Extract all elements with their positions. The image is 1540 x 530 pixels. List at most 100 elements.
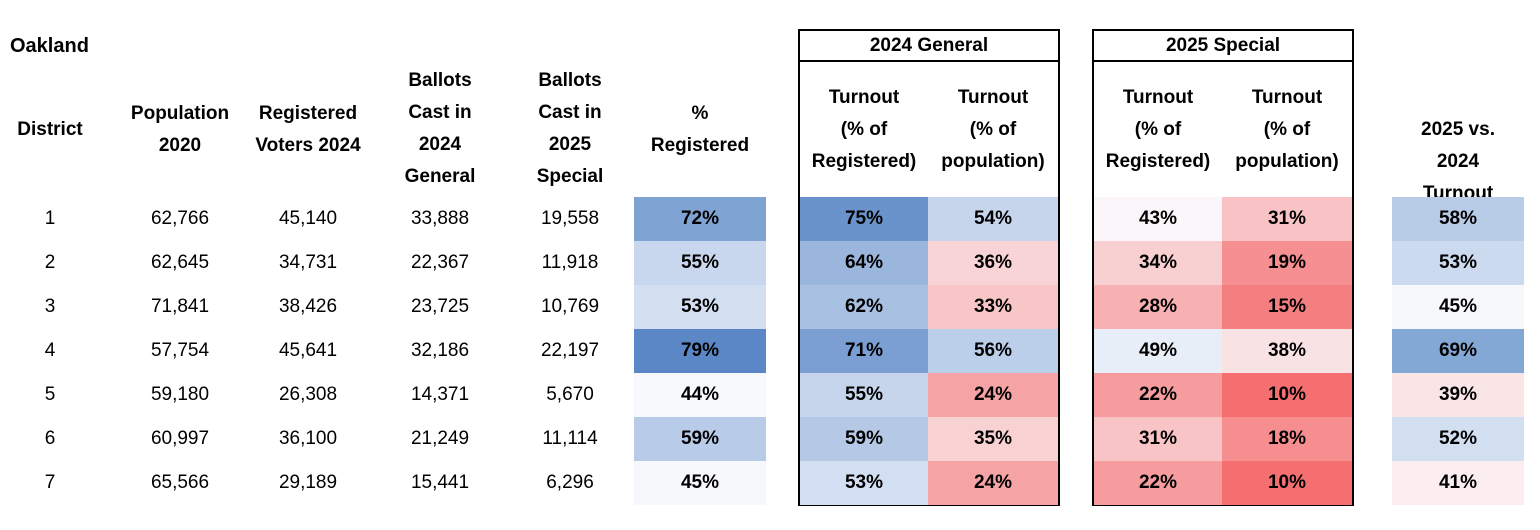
cell-g-pop: 24% — [928, 461, 1058, 505]
city-title: Oakland — [10, 35, 89, 57]
cell-g-pop: 24% — [928, 373, 1058, 417]
header-district: District — [17, 119, 83, 140]
cell-registered: 29,189 — [278, 472, 338, 493]
cell-registered: 36,100 — [278, 428, 338, 449]
cell-s-pop: 10% — [1222, 373, 1352, 417]
cell-s-pop: 31% — [1222, 197, 1352, 241]
cell-district: 6 — [44, 428, 56, 449]
header-ballots-2025-line2: Cast in — [538, 102, 602, 123]
cell-pct-registered: 79% — [634, 329, 766, 373]
cell-pct-registered: 72% — [634, 197, 766, 241]
cell-vs: 53% — [1392, 241, 1524, 285]
cell-s-reg: 31% — [1094, 417, 1222, 461]
cell-district: 1 — [44, 208, 56, 229]
header-population: Population 2020 — [120, 98, 240, 162]
cell-ballots2025: 22,197 — [540, 340, 600, 361]
header-ballots-2025-line3: 2025 — [548, 134, 592, 155]
header-general-turnout-population-line3: population) — [941, 151, 1045, 172]
cell-s-reg: 43% — [1094, 197, 1222, 241]
header-ballots-2025: Ballots Cast in 2025 Special — [520, 65, 620, 193]
cell-s-reg: 49% — [1094, 329, 1222, 373]
cell-s-reg: 28% — [1094, 285, 1222, 329]
cell-g-reg: 64% — [800, 241, 928, 285]
cell-ballots2024: 22,367 — [410, 252, 470, 273]
header-general-turnout-population-line1: Turnout — [957, 87, 1029, 108]
header-special-turnout-population: Turnout (% of population) — [1222, 82, 1352, 178]
cell-registered: 26,308 — [278, 384, 338, 405]
cell-ballots2024: 14,371 — [410, 384, 470, 405]
cell-population: 65,566 — [150, 472, 210, 493]
cell-registered: 45,641 — [278, 340, 338, 361]
cell-s-reg: 22% — [1094, 373, 1222, 417]
cell-g-reg: 75% — [800, 197, 928, 241]
cell-vs: 45% — [1392, 285, 1524, 329]
cell-population: 57,754 — [150, 340, 210, 361]
cell-vs: 41% — [1392, 461, 1524, 505]
header-special-turnout-registered: Turnout (% of Registered) — [1094, 82, 1222, 178]
header-general-turnout-population-line2: (% of — [969, 119, 1017, 140]
cell-s-reg: 34% — [1094, 241, 1222, 285]
cell-population: 59,180 — [150, 384, 210, 405]
cell-ballots2024: 32,186 — [410, 340, 470, 361]
header-ballots-2025-line4: Special — [536, 166, 604, 187]
header-2025-vs-2024: 2025 vs. 2024 Turnout — [1392, 114, 1524, 210]
header-special-turnout-registered-line1: Turnout — [1122, 87, 1194, 108]
cell-vs: 39% — [1392, 373, 1524, 417]
header-general-turnout-registered-line2: (% of — [840, 119, 888, 140]
header-special-turnout-population-line1: Turnout — [1251, 87, 1323, 108]
cell-g-pop: 36% — [928, 241, 1058, 285]
header-pct-registered-line2: Registered — [650, 135, 750, 156]
cell-s-reg: 22% — [1094, 461, 1222, 505]
cell-ballots2024: 33,888 — [410, 208, 470, 229]
cell-ballots2024: 23,725 — [410, 296, 470, 317]
special-2025-title: 2025 Special — [1165, 35, 1281, 56]
cell-g-reg: 59% — [800, 417, 928, 461]
cell-vs: 58% — [1392, 197, 1524, 241]
header-general-turnout-population: Turnout (% of population) — [928, 82, 1058, 178]
cell-registered: 38,426 — [278, 296, 338, 317]
cell-district: 7 — [44, 472, 56, 493]
header-special-turnout-population-line3: population) — [1235, 151, 1339, 172]
header-pct-registered: % Registered — [634, 98, 766, 162]
cell-pct-registered: 44% — [634, 373, 766, 417]
cell-pct-registered: 59% — [634, 417, 766, 461]
cell-pct-registered: 45% — [634, 461, 766, 505]
cell-s-pop: 19% — [1222, 241, 1352, 285]
cell-g-reg: 55% — [800, 373, 928, 417]
header-registered: Registered Voters 2024 — [240, 98, 376, 162]
cell-vs: 69% — [1392, 329, 1524, 373]
cell-ballots2025: 6,296 — [546, 472, 594, 493]
cell-population: 71,841 — [150, 296, 210, 317]
header-registered-line1: Registered — [258, 103, 358, 124]
header-ballots-2024-line2: Cast in — [408, 102, 472, 123]
header-special-turnout-registered-line2: (% of — [1134, 119, 1182, 140]
cell-g-pop: 56% — [928, 329, 1058, 373]
cell-ballots2024: 15,441 — [410, 472, 470, 493]
header-ballots-2024: Ballots Cast in 2024 General — [390, 65, 490, 193]
cell-s-pop: 18% — [1222, 417, 1352, 461]
cell-ballots2025: 19,558 — [540, 208, 600, 229]
general-2024-title-divider — [798, 60, 1060, 62]
cell-ballots2025: 5,670 — [546, 384, 594, 405]
header-pct-registered-line1: % — [691, 103, 709, 124]
general-2024-title: 2024 General — [869, 35, 989, 56]
cell-s-pop: 10% — [1222, 461, 1352, 505]
header-general-turnout-registered-line1: Turnout — [828, 87, 900, 108]
cell-registered: 34,731 — [278, 252, 338, 273]
cell-pct-registered: 55% — [634, 241, 766, 285]
cell-g-reg: 71% — [800, 329, 928, 373]
cell-ballots2025: 11,918 — [541, 252, 599, 273]
header-population-line1: Population — [130, 103, 230, 124]
cell-district: 4 — [44, 340, 56, 361]
header-special-turnout-population-line2: (% of — [1263, 119, 1311, 140]
header-special-turnout-registered-line3: Registered) — [1105, 151, 1211, 172]
cell-population: 62,645 — [150, 252, 210, 273]
header-ballots-2025-line1: Ballots — [538, 70, 602, 91]
header-ballots-2024-line3: 2024 — [418, 134, 462, 155]
header-2025-vs-2024-line2: 2024 — [1436, 151, 1480, 172]
header-ballots-2024-line1: Ballots — [408, 70, 472, 91]
cell-ballots2025: 10,769 — [540, 296, 600, 317]
cell-district: 3 — [44, 296, 56, 317]
header-general-turnout-registered-line3: Registered) — [811, 151, 917, 172]
header-population-line2: 2020 — [158, 135, 202, 156]
